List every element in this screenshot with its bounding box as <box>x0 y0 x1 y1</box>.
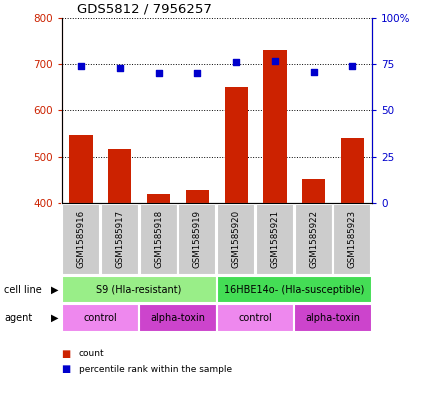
Text: ▶: ▶ <box>51 285 59 295</box>
Point <box>194 70 201 77</box>
Text: alpha-toxin: alpha-toxin <box>306 313 360 323</box>
Bar <box>101 204 139 275</box>
Bar <box>139 204 178 275</box>
Bar <box>69 135 93 203</box>
Text: GSM1585919: GSM1585919 <box>193 210 202 268</box>
Text: agent: agent <box>4 313 32 323</box>
Bar <box>108 149 131 203</box>
Bar <box>224 87 248 203</box>
Text: percentile rank within the sample: percentile rank within the sample <box>79 365 232 374</box>
Text: GDS5812 / 7956257: GDS5812 / 7956257 <box>77 2 212 15</box>
Bar <box>295 204 333 275</box>
Bar <box>256 204 294 275</box>
Bar <box>217 276 372 303</box>
Point <box>310 68 317 75</box>
Text: GSM1585918: GSM1585918 <box>154 210 163 268</box>
Bar <box>294 304 372 332</box>
Text: S9 (Hla-resistant): S9 (Hla-resistant) <box>96 285 182 295</box>
Text: GSM1585921: GSM1585921 <box>270 210 279 268</box>
Point <box>233 59 240 66</box>
Text: control: control <box>239 313 272 323</box>
Point <box>116 65 123 71</box>
Bar <box>62 304 139 332</box>
Text: ▶: ▶ <box>51 313 59 323</box>
Bar <box>147 193 170 203</box>
Bar <box>186 190 209 203</box>
Text: GSM1585922: GSM1585922 <box>309 210 318 268</box>
Bar <box>62 204 100 275</box>
Point <box>349 63 356 69</box>
Bar <box>341 138 364 203</box>
Bar <box>139 304 217 332</box>
Text: GSM1585923: GSM1585923 <box>348 210 357 268</box>
Bar <box>302 179 325 203</box>
Text: alpha-toxin: alpha-toxin <box>150 313 205 323</box>
Text: GSM1585917: GSM1585917 <box>115 210 124 268</box>
Bar <box>263 50 286 203</box>
Bar <box>217 304 294 332</box>
Text: count: count <box>79 349 104 358</box>
Bar <box>334 204 371 275</box>
Point <box>78 63 85 69</box>
Bar <box>217 204 255 275</box>
Text: GSM1585920: GSM1585920 <box>232 210 241 268</box>
Text: ■: ■ <box>62 349 71 359</box>
Point <box>155 70 162 77</box>
Text: 16HBE14o- (Hla-susceptible): 16HBE14o- (Hla-susceptible) <box>224 285 365 295</box>
Bar <box>62 276 217 303</box>
Text: control: control <box>84 313 117 323</box>
Point <box>272 57 278 64</box>
Text: cell line: cell line <box>4 285 42 295</box>
Bar <box>178 204 216 275</box>
Text: ■: ■ <box>62 364 71 375</box>
Text: GSM1585916: GSM1585916 <box>76 210 85 268</box>
